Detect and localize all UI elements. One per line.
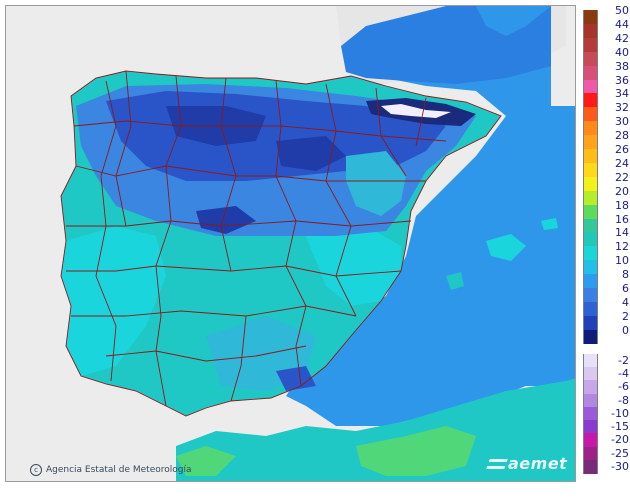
aemet-logo: aemet bbox=[486, 454, 568, 473]
legend-swatch bbox=[583, 329, 598, 345]
legend-swatch bbox=[583, 65, 598, 80]
legend-swatch bbox=[583, 353, 598, 368]
legend-label: 16 bbox=[615, 212, 629, 226]
legend-label: 10 bbox=[615, 254, 629, 268]
legend-label: 0 bbox=[622, 323, 629, 337]
legend-label: -15 bbox=[611, 420, 629, 434]
legend-swatch bbox=[583, 380, 598, 394]
legend-label: -30 bbox=[611, 460, 629, 473]
legend-label: 22 bbox=[615, 170, 629, 184]
bay-of-biscay bbox=[66, 36, 336, 86]
legend-swatch bbox=[583, 162, 598, 178]
legend-label: 32 bbox=[615, 101, 629, 115]
legend-label: 42 bbox=[615, 31, 629, 45]
legend-label: -10 bbox=[611, 406, 629, 420]
legend-swatch bbox=[583, 274, 598, 289]
zone-blue-south bbox=[276, 366, 316, 391]
legend-swatch bbox=[583, 204, 598, 219]
legend-label: 40 bbox=[615, 45, 629, 59]
copyright-icon: c bbox=[30, 464, 42, 476]
legend-swatch bbox=[583, 37, 598, 53]
legend-label: -25 bbox=[611, 446, 629, 460]
legend-swatch bbox=[583, 420, 598, 434]
legend-label: 20 bbox=[615, 184, 629, 198]
legend-swatch bbox=[583, 315, 598, 331]
province-borders bbox=[60, 70, 502, 417]
legend-label: 34 bbox=[615, 87, 629, 101]
mallorca bbox=[486, 234, 526, 261]
biscay-sea bbox=[341, 6, 551, 84]
legend-swatch bbox=[583, 460, 598, 474]
legend-label: 26 bbox=[615, 143, 629, 156]
pyrenees-snow bbox=[381, 104, 451, 118]
legend-label: 24 bbox=[615, 156, 629, 170]
legend-swatch bbox=[583, 121, 598, 136]
legend-label: 2 bbox=[622, 309, 629, 323]
legend-label: 18 bbox=[615, 198, 629, 212]
legend-label: -6 bbox=[618, 380, 629, 394]
legend-label: 44 bbox=[615, 17, 629, 31]
legend-swatch bbox=[583, 93, 598, 108]
legend-swatch bbox=[583, 301, 598, 317]
legend-swatch bbox=[583, 218, 598, 233]
legend-swatch bbox=[583, 393, 598, 408]
legend-swatch bbox=[583, 433, 598, 448]
legend-swatch bbox=[583, 190, 598, 206]
legend-label: -8 bbox=[618, 393, 629, 407]
legend-label: 36 bbox=[615, 73, 629, 87]
temperature-map bbox=[5, 5, 576, 482]
legend-label: 12 bbox=[615, 240, 629, 254]
legend-swatch bbox=[583, 149, 598, 164]
temperature-legend: 50 44 42 40 38 36 34 32 30 28 26 24 22 20 18 16 14 12 10 8 6… bbox=[583, 5, 630, 480]
zone-blue-deep-3 bbox=[196, 206, 256, 234]
legend-swatch bbox=[583, 107, 598, 122]
ibiza bbox=[446, 272, 464, 290]
zone-cyan-west bbox=[61, 226, 166, 376]
legend-swatch bbox=[583, 406, 598, 421]
legend-swatch bbox=[583, 10, 598, 25]
legend-label: 50 bbox=[615, 4, 629, 17]
legend-swatch bbox=[583, 246, 598, 261]
aemet-logo-text: aemet bbox=[508, 454, 568, 473]
legend-label: -4 bbox=[618, 366, 629, 380]
legend-label: -2 bbox=[618, 353, 629, 367]
legend-label: 8 bbox=[622, 268, 629, 282]
africa-land bbox=[176, 378, 575, 481]
legend-swatch bbox=[583, 51, 598, 67]
legend-label: 6 bbox=[622, 282, 629, 295]
africa-green bbox=[356, 426, 476, 476]
legend-label: 14 bbox=[615, 226, 629, 240]
legend-swatch bbox=[583, 23, 598, 39]
menorca bbox=[541, 218, 558, 230]
legend-label: 38 bbox=[615, 59, 629, 73]
legend-swatch bbox=[583, 232, 598, 247]
ebro-valley bbox=[346, 151, 406, 216]
legend-swatch bbox=[583, 176, 598, 192]
legend-label: -20 bbox=[611, 433, 629, 447]
zone-cyan-east bbox=[306, 226, 401, 306]
agency-credit: c Agencia Estatal de Meteorología bbox=[30, 464, 192, 476]
legend-label: 28 bbox=[615, 129, 629, 143]
credit-text: Agencia Estatal de Meteorología bbox=[46, 465, 192, 475]
legend-label: 4 bbox=[622, 295, 629, 309]
legend-swatch bbox=[583, 260, 598, 275]
legend-swatch bbox=[583, 135, 598, 150]
legend-swatch bbox=[583, 366, 598, 381]
zone-blue-deep-2 bbox=[276, 136, 346, 171]
aemet-logo-mark bbox=[486, 459, 508, 469]
africa-green-west bbox=[176, 446, 236, 476]
legend-swatch bbox=[583, 288, 598, 303]
legend-label: 30 bbox=[615, 115, 629, 129]
legend-swatch bbox=[583, 446, 598, 461]
legend-swatch bbox=[583, 79, 598, 94]
